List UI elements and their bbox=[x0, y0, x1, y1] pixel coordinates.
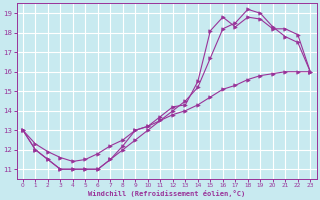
X-axis label: Windchill (Refroidissement éolien,°C): Windchill (Refroidissement éolien,°C) bbox=[88, 190, 245, 197]
